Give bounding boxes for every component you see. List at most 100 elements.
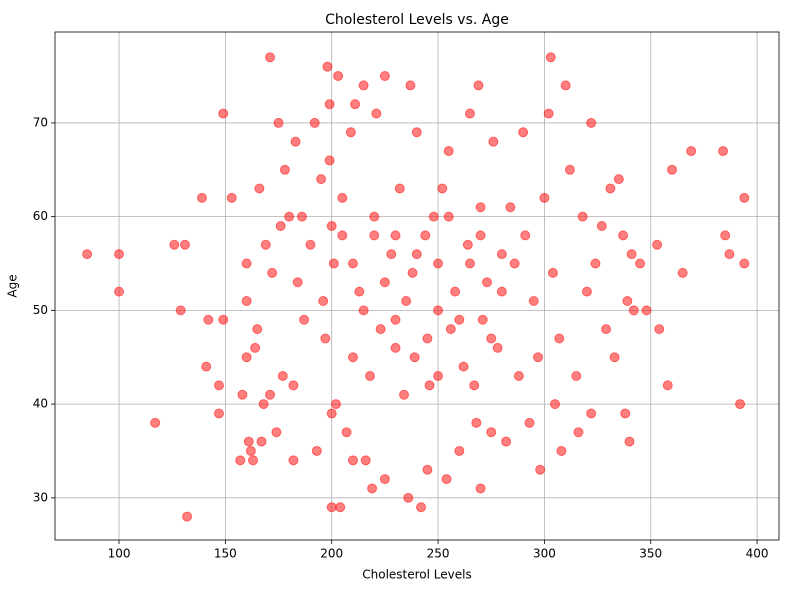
point xyxy=(265,52,276,63)
point xyxy=(554,333,565,344)
point xyxy=(390,342,401,353)
plot-frame xyxy=(54,31,780,541)
point xyxy=(520,230,531,241)
point xyxy=(677,267,688,278)
point xyxy=(454,445,465,456)
point xyxy=(218,108,229,119)
point xyxy=(322,61,333,72)
y-tick-label: 30 xyxy=(33,490,48,504)
point xyxy=(501,436,512,447)
point xyxy=(586,408,597,419)
point xyxy=(496,286,507,297)
point xyxy=(720,230,731,241)
point xyxy=(662,380,673,391)
point xyxy=(524,417,535,428)
y-tick-label: 70 xyxy=(33,115,48,129)
point xyxy=(486,427,497,438)
point xyxy=(475,230,486,241)
point xyxy=(556,445,567,456)
point xyxy=(560,80,571,91)
point xyxy=(394,183,405,194)
point xyxy=(433,370,444,381)
point xyxy=(505,202,516,213)
point xyxy=(271,427,282,438)
point xyxy=(496,249,507,260)
point xyxy=(245,445,256,456)
point xyxy=(626,249,637,260)
point xyxy=(213,380,224,391)
point xyxy=(241,295,252,306)
point xyxy=(462,239,473,250)
point xyxy=(573,427,584,438)
point xyxy=(601,324,612,335)
point xyxy=(354,286,365,297)
point xyxy=(454,314,465,325)
point xyxy=(609,352,620,363)
point xyxy=(288,455,299,466)
point xyxy=(347,352,358,363)
point xyxy=(265,389,276,400)
point xyxy=(547,267,558,278)
point xyxy=(333,71,344,82)
point xyxy=(424,380,435,391)
point xyxy=(422,464,433,475)
point xyxy=(488,136,499,147)
point xyxy=(469,380,480,391)
point xyxy=(390,314,401,325)
point xyxy=(571,370,582,381)
point xyxy=(620,408,631,419)
point xyxy=(624,436,635,447)
point xyxy=(364,370,375,381)
point xyxy=(739,258,750,269)
point xyxy=(299,314,310,325)
point xyxy=(335,502,346,513)
point xyxy=(318,295,329,306)
point xyxy=(416,502,427,513)
point xyxy=(411,127,422,138)
point xyxy=(267,267,278,278)
point xyxy=(284,211,295,222)
point xyxy=(475,202,486,213)
point xyxy=(358,80,369,91)
point xyxy=(535,464,546,475)
point xyxy=(422,333,433,344)
point xyxy=(252,324,263,335)
point xyxy=(330,399,341,410)
point xyxy=(358,305,369,316)
point xyxy=(243,436,254,447)
point xyxy=(724,249,735,260)
point xyxy=(275,221,286,232)
point xyxy=(686,146,697,157)
point xyxy=(458,361,469,372)
x-tick-label: 100 xyxy=(108,547,131,561)
x-tick-label: 200 xyxy=(320,547,343,561)
point xyxy=(369,211,380,222)
point xyxy=(375,324,386,335)
point xyxy=(250,342,261,353)
point xyxy=(475,483,486,494)
point xyxy=(433,305,444,316)
point xyxy=(450,286,461,297)
point xyxy=(628,305,639,316)
y-tick-label: 40 xyxy=(33,397,48,411)
x-tick-label: 350 xyxy=(639,547,662,561)
chart-title: Cholesterol Levels vs. Age xyxy=(325,12,509,28)
point xyxy=(486,333,497,344)
point xyxy=(577,211,588,222)
point xyxy=(401,295,412,306)
point xyxy=(341,427,352,438)
point xyxy=(226,192,237,203)
point xyxy=(441,474,452,485)
point xyxy=(256,436,267,447)
point xyxy=(114,249,125,260)
point xyxy=(316,174,327,185)
point xyxy=(477,314,488,325)
x-tick-label: 300 xyxy=(533,547,556,561)
point xyxy=(420,230,431,241)
point xyxy=(667,164,678,175)
point xyxy=(320,333,331,344)
point xyxy=(464,108,475,119)
point xyxy=(437,183,448,194)
point xyxy=(201,361,212,372)
